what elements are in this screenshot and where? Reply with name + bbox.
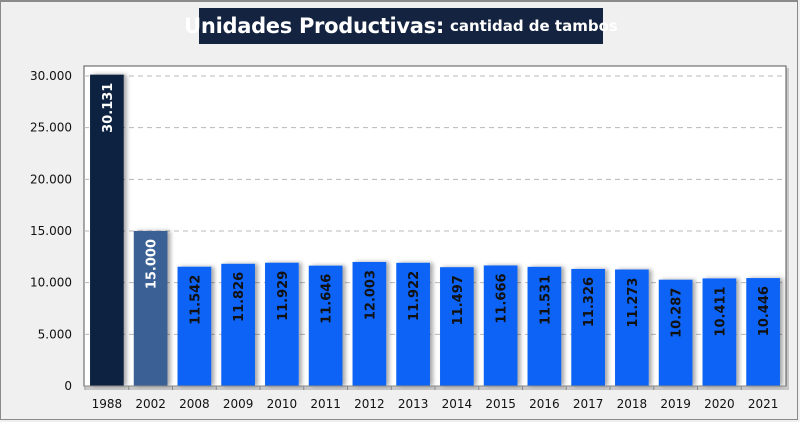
bar-value-label: 10.446 [757,286,772,336]
x-tick-label: 1988 [92,397,123,411]
bar-2021 [746,278,780,386]
bar-2002 [133,231,168,386]
x-tick-label: 2002 [135,397,166,411]
x-tick-label: 2021 [748,397,779,411]
y-tick-label: 10.000 [30,276,72,290]
bar-value-label: 10.411 [713,286,728,336]
y-tick-label: 20.000 [30,172,72,186]
bar-value-label: 11.922 [407,271,422,321]
chart-title-box: Unidades Productivas: cantidad de tambos [184,8,618,44]
bar-value-label: 10.287 [670,288,685,338]
y-tick-label: 25.000 [30,121,72,135]
bar-2016 [527,266,562,386]
x-tick-label: 2016 [529,397,560,411]
bar-value-label: 30.131 [101,83,116,133]
bar-value-label: 11.497 [451,275,466,325]
bar-value-label: 12.003 [363,270,378,320]
bar-value-label: 11.666 [495,273,510,323]
x-tick-label: 2020 [704,397,735,411]
y-tick-label: 30.000 [30,69,72,83]
bar-value-label: 11.326 [582,277,597,327]
x-tick-label: 2014 [442,397,473,411]
bar-value-label: 15.000 [145,239,160,289]
bar-value-label: 11.273 [626,278,641,328]
y-tick-label: 0 [64,379,72,393]
chart-title: Unidades Productivas: [184,14,444,38]
x-tick-label: 2012 [354,397,385,411]
bar-2015 [483,265,518,386]
y-tick-label: 15.000 [30,224,72,238]
bar-2008 [177,266,212,386]
x-tick-label: 2017 [573,397,604,411]
chart-subtitle: cantidad de tambos [449,17,618,35]
bar-value-label: 11.826 [232,272,247,322]
x-tick-label: 2009 [223,397,254,411]
bar-value-label: 11.929 [276,271,291,321]
bar-value-label: 11.542 [188,275,203,325]
bar-2014 [440,267,474,386]
bar-2013 [396,262,430,386]
bar-2009 [221,263,255,386]
x-tick-label: 2015 [485,397,516,411]
bar-value-label: 11.531 [538,275,553,325]
x-tick-label: 2019 [660,397,691,411]
bar-2011 [308,265,343,386]
bar-value-label: 11.646 [320,274,335,324]
bar-2010 [265,262,299,386]
x-tick-label: 2010 [267,397,298,411]
bar-1988 [90,74,124,386]
x-tick-label: 2011 [310,397,341,411]
y-tick-label: 5.000 [38,327,72,341]
bar-2020 [702,278,737,386]
bar-2019 [658,279,693,386]
bar-2012 [352,261,387,386]
bar-2017 [571,268,605,386]
x-tick-label: 2013 [398,397,429,411]
x-tick-label: 2018 [617,397,648,411]
bar-2018 [615,269,649,386]
x-tick-label: 2008 [179,397,210,411]
